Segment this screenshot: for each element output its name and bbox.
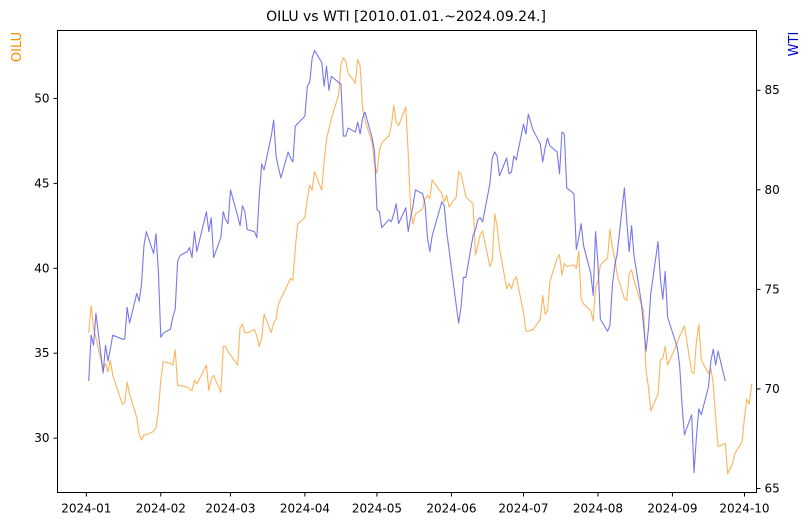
- series-line-wti: [88, 49, 726, 474]
- right-y-axis: 65 70 75 80 85: [756, 83, 780, 496]
- x-tick-label: 2024-01: [61, 502, 111, 516]
- series-layer: [88, 49, 753, 475]
- chart-title: OILU vs WTI [2010.01.01.~2024.09.24.]: [266, 9, 546, 25]
- x-tick-label: 2024-07: [498, 502, 548, 516]
- right-tick-label: 75: [765, 282, 780, 296]
- right-tick-label: 70: [765, 382, 780, 396]
- left-tick-label: 50: [34, 91, 49, 105]
- x-tick-label: 2024-02: [136, 502, 186, 516]
- x-tick-label: 2024-06: [426, 502, 476, 516]
- left-tick-label: 35: [34, 346, 49, 360]
- right-tick-label: 80: [765, 183, 780, 197]
- x-tick-label: 2024-04: [280, 502, 330, 516]
- left-tick-label: 30: [34, 431, 49, 445]
- x-tick-label: 2024-09: [647, 502, 697, 516]
- left-y-axis: 30 35 40 45 50: [34, 91, 58, 445]
- plot-frame: [57, 30, 757, 493]
- series-line-oilu: [88, 57, 753, 475]
- left-tick-label: 45: [34, 176, 49, 190]
- x-axis: 2024-01 2024-02 2024-03 2024-04 2024-05 2024-…: [61, 492, 770, 516]
- x-tick-label: 2024-03: [205, 502, 255, 516]
- right-tick-label: 85: [765, 83, 780, 97]
- right-tick-label: 65: [765, 482, 780, 496]
- x-tick-label: 2024-08: [573, 502, 623, 516]
- x-tick-label: 2024-10: [719, 502, 769, 516]
- right-axis-label: WTI: [787, 32, 802, 57]
- left-axis-label: OILU: [10, 32, 25, 62]
- left-tick-label: 40: [34, 261, 49, 275]
- x-tick-label: 2024-05: [352, 502, 402, 516]
